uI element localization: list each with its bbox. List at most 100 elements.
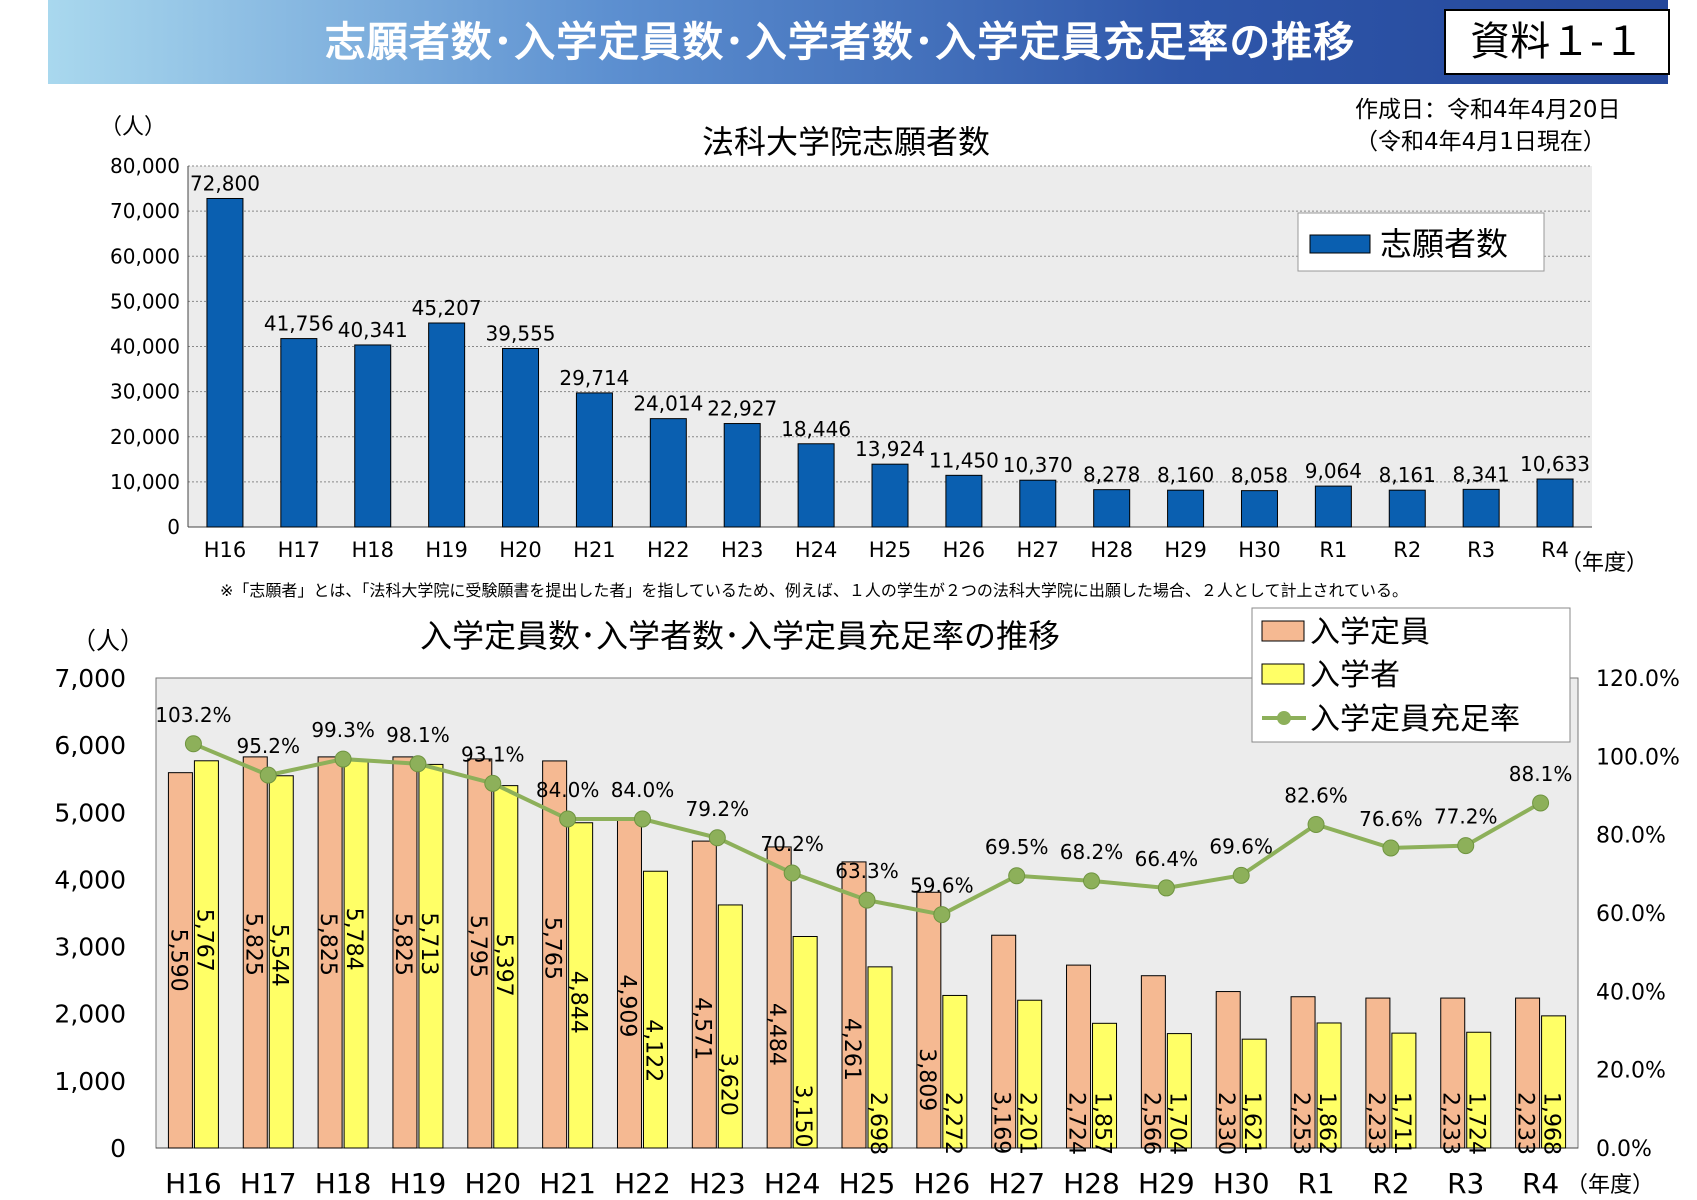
rate-marker — [633, 810, 651, 828]
legend-swatch-applicants — [1309, 234, 1371, 254]
applicants-bar — [1167, 489, 1205, 528]
y-axis-unit: （人） — [72, 627, 144, 655]
capacity-data-label: 5,825 — [240, 913, 265, 976]
legend-swatch-enrollee — [1261, 663, 1305, 685]
applicants-data-label: 24,014 — [633, 392, 703, 416]
rate-data-label: 95.2% — [236, 734, 300, 758]
rate-marker — [1083, 872, 1101, 890]
rate-data-label: 82.6% — [1284, 783, 1348, 807]
enrollee-bar — [942, 994, 968, 1149]
capacity-data-label: 5,590 — [165, 929, 190, 992]
enrollee-data-label: 1,621 — [1239, 1092, 1264, 1155]
enrollment-chart: 0 1,000 2,000 3,000 4,000 5,000 6,000 7,000 0.0%… — [54, 607, 1680, 1200]
x-tick-label: H26 — [913, 1167, 970, 1200]
x-tick-label: R2 — [1372, 1167, 1409, 1200]
x-tick-label: H30 — [1213, 1167, 1270, 1200]
applicants-bar — [797, 443, 835, 528]
x-tick-label: H25 — [869, 538, 912, 562]
enrollee-data-label: 5,544 — [266, 924, 291, 987]
enrollee-bar — [268, 775, 294, 1149]
enrollee-bar — [1241, 1038, 1267, 1149]
capacity-data-label: 4,909 — [614, 974, 639, 1037]
enrollee-bar — [1092, 1022, 1118, 1149]
y2-tick-label: 80.0% — [1596, 824, 1666, 849]
applicants-chart-title: 法科大学院志願者数 — [702, 123, 990, 161]
applicants-bar — [1314, 485, 1352, 528]
applicants-bar — [723, 423, 761, 528]
enrollee-data-label: 1,704 — [1164, 1092, 1189, 1155]
rate-data-label: 88.1% — [1509, 762, 1573, 786]
enrollee-data-label: 4,122 — [640, 1019, 665, 1082]
page-title: 志願者数･入学定員数･入学者数･入学定員充足率の推移 — [324, 18, 1356, 66]
applicants-footnote: ※「志願者」とは、「法科大学院に受験願書を提出した者」を指しているため、例えば、… — [220, 581, 1408, 600]
rate-marker — [1307, 815, 1325, 833]
x-tick-label: H28 — [1090, 538, 1133, 562]
x-tick-label: H18 — [315, 1167, 372, 1200]
applicants-bar — [502, 348, 540, 528]
header-banner — [48, 0, 1668, 84]
capacity-bar — [1365, 997, 1391, 1149]
applicants-data-label: 18,446 — [781, 417, 851, 441]
x-tick-label: H20 — [464, 1167, 521, 1200]
x-tick-label: H23 — [721, 538, 764, 562]
enrollee-bar — [1541, 1015, 1567, 1149]
enrollment-chart-title: 入学定員数･入学者数･入学定員充足率の推移 — [420, 617, 1060, 655]
x-tick-label: R4 — [1522, 1167, 1559, 1200]
y-tick-label: 2,000 — [54, 1000, 126, 1029]
y-tick-label: 20,000 — [110, 425, 180, 449]
capacity-bar — [766, 846, 792, 1149]
capacity-data-label: 2,330 — [1213, 1092, 1238, 1155]
x-tick-label: H28 — [1063, 1167, 1120, 1200]
applicants-bar — [1388, 489, 1426, 528]
x-tick-label: H19 — [390, 1167, 447, 1200]
rate-marker — [1008, 867, 1026, 885]
enrollee-data-label: 1,857 — [1090, 1092, 1115, 1155]
y-tick-label: 10,000 — [110, 470, 180, 494]
applicants-bar — [1019, 479, 1057, 528]
applicants-bar — [206, 197, 244, 528]
enrollee-bar — [493, 785, 519, 1149]
capacity-data-label: 3,169 — [989, 1091, 1014, 1154]
capacity-bar — [467, 758, 493, 1149]
rate-data-label: 77.2% — [1434, 805, 1498, 829]
enrollee-bar — [1316, 1022, 1342, 1149]
x-tick-label: R3 — [1447, 1167, 1484, 1200]
capacity-bar — [1290, 996, 1316, 1149]
applicants-chart: 0 10,000 20,000 30,000 40,000 50,000 60,000 70,… — [100, 115, 1648, 576]
x-tick-label: H26 — [943, 538, 986, 562]
x-tick-label: H25 — [839, 1167, 896, 1200]
x-tick-label: R1 — [1297, 1167, 1334, 1200]
x-tick-label: H27 — [988, 1167, 1045, 1200]
applicants-bar — [871, 463, 909, 528]
legend-swatch-capacity — [1261, 620, 1305, 642]
plot-area — [155, 677, 1579, 1149]
capacity-bar — [1440, 997, 1466, 1149]
rate-marker — [1457, 837, 1475, 855]
applicants-bar — [428, 322, 466, 528]
rate-marker — [933, 906, 951, 924]
enrollee-data-label: 5,397 — [491, 934, 516, 997]
rate-marker — [783, 864, 801, 882]
rate-marker — [1532, 794, 1550, 812]
capacity-bar — [991, 934, 1017, 1149]
x-tick-label: R4 — [1541, 538, 1569, 562]
enrollee-bar — [717, 904, 743, 1149]
rate-marker — [1382, 839, 1400, 857]
y-tick-label: 40,000 — [110, 335, 180, 359]
y2-tick-label: 100.0% — [1596, 745, 1680, 770]
enrollee-bar — [193, 760, 219, 1149]
enrollee-data-label: 1,711 — [1389, 1092, 1414, 1155]
enrollee-bar — [792, 936, 818, 1149]
applicants-bar — [649, 418, 687, 528]
enrollee-bar — [1017, 999, 1043, 1149]
x-tick-label: R2 — [1393, 538, 1421, 562]
x-tick-label: H29 — [1138, 1167, 1195, 1200]
y-tick-label: 60,000 — [110, 244, 180, 268]
applicants-data-label: 41,756 — [264, 312, 334, 336]
capacity-data-label: 5,795 — [465, 915, 490, 978]
y2-tick-label: 0.0% — [1596, 1137, 1652, 1162]
y-tick-label: 5,000 — [54, 798, 126, 827]
y-tick-label: 80,000 — [110, 154, 180, 178]
created-date: 作成日：令和4年4月20日 — [1355, 97, 1621, 123]
y-tick-label: 1,000 — [54, 1067, 126, 1096]
